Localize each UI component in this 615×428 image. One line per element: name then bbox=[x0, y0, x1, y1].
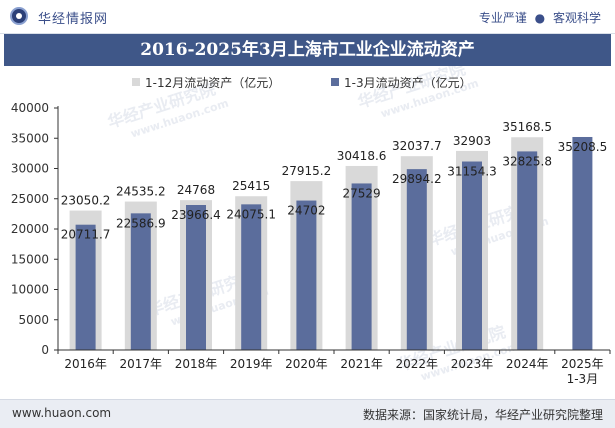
website-link[interactable]: www.huaon.com bbox=[12, 406, 112, 420]
x-tick-label-line: 2023年 bbox=[451, 357, 494, 371]
data-label-q1: 24075.1 bbox=[226, 207, 276, 221]
data-label-q1: 29894.2 bbox=[392, 172, 442, 186]
y-tick-label: 25000 bbox=[11, 192, 49, 206]
bar-q1 bbox=[517, 151, 538, 350]
bar-q1 bbox=[130, 213, 151, 350]
y-tick-label: 5000 bbox=[18, 313, 49, 327]
slogan-dot: ● bbox=[534, 11, 546, 25]
x-tick-label-line: 2019年 bbox=[230, 357, 273, 371]
bar-q1 bbox=[462, 161, 482, 350]
y-tick-label: 15000 bbox=[11, 252, 49, 266]
data-label-full-year: 23050.2 bbox=[61, 194, 111, 208]
legend-label-2: 1-3月流动资产（亿元） bbox=[344, 75, 472, 90]
x-tick-label: 2022年 bbox=[396, 357, 439, 371]
data-label-full-year: 27915.2 bbox=[282, 164, 332, 178]
bar-q1 bbox=[186, 205, 206, 350]
legend: 1-12月流动资产（亿元） 1-3月流动资产（亿元） bbox=[132, 75, 472, 90]
data-label-full-year: 24535.2 bbox=[116, 185, 166, 199]
x-tick-label-line: 2020年 bbox=[285, 357, 328, 371]
chart-title: 2016-2025年3月上海市工业企业流动资产 bbox=[4, 34, 611, 66]
data-label-q1: 20711.7 bbox=[61, 228, 111, 242]
x-tick-label: 2023年 bbox=[451, 357, 494, 371]
footer: www.huaon.com 数据来源：国家统计局，华经产业研究院整理 bbox=[0, 399, 615, 428]
bars: 23050.2 20711.7 24535.2 22586.9 24768 23966.4… bbox=[61, 120, 607, 350]
bar-q1 bbox=[572, 136, 593, 350]
x-tick-label: 2021年 bbox=[340, 357, 383, 371]
y-axis: 0 5000 10000 15000 20000 25000 30000 35000 40000 bbox=[11, 101, 59, 357]
data-label-q1: 27529 bbox=[343, 186, 381, 200]
y-tick-label: 30000 bbox=[11, 162, 49, 176]
y-tick-label: 40000 bbox=[11, 101, 49, 115]
bar-chart: 华经产业研究院www.huaon.com华经产业研究院www.huaon.com… bbox=[11, 66, 611, 386]
slogan-right: 客观科学 bbox=[552, 11, 601, 25]
legend-swatch-1 bbox=[132, 78, 140, 86]
x-tick-label-line: 2021年 bbox=[340, 357, 383, 371]
y-tick-label: 20000 bbox=[11, 222, 49, 236]
bar-q1 bbox=[406, 169, 427, 350]
x-tick-label-line: 2016年 bbox=[64, 357, 107, 371]
x-tick-label-line: 2018年 bbox=[175, 357, 218, 371]
data-label-q1: 35208.5 bbox=[558, 140, 608, 154]
x-axis: 2016年 2017年 2018年 2019年 2020年 2021年 2022年 2023年… bbox=[57, 349, 611, 386]
data-label-q1: 24702 bbox=[287, 204, 325, 218]
x-tick-label: 2019年 bbox=[230, 357, 273, 371]
x-tick-label: 2025年 1-3月 bbox=[561, 357, 604, 386]
x-tick-label: 2016年 bbox=[64, 357, 107, 371]
y-tick-label: 35000 bbox=[11, 131, 49, 145]
y-tick-label: 0 bbox=[41, 343, 49, 357]
legend-label-1: 1-12月流动资产（亿元） bbox=[145, 75, 280, 90]
bar-q1 bbox=[75, 224, 96, 350]
data-label-full-year: 25415 bbox=[232, 179, 270, 193]
x-tick-label-line: 2025年 bbox=[561, 357, 604, 371]
top-bar: 华经情报网 专业严谨 ● 客观科学 bbox=[0, 0, 615, 34]
data-label-full-year: 24768 bbox=[177, 183, 215, 197]
data-label-q1: 31154.3 bbox=[447, 165, 497, 179]
bar-q1 bbox=[296, 200, 317, 350]
x-tick-label-line: 2022年 bbox=[396, 357, 439, 371]
x-tick-label: 2017年 bbox=[120, 357, 163, 371]
bar-q1 bbox=[351, 183, 372, 350]
data-label-full-year: 32903 bbox=[453, 134, 491, 148]
data-label-q1: 32825.8 bbox=[502, 154, 552, 168]
x-tick-label-line: 1-3月 bbox=[567, 372, 599, 386]
data-label-q1: 23966.4 bbox=[171, 208, 221, 222]
data-label-q1: 22586.9 bbox=[116, 216, 166, 230]
bar-q1 bbox=[241, 204, 262, 350]
data-source: 数据来源：国家统计局，华经产业研究院整理 bbox=[362, 408, 603, 422]
x-tick-label: 2018年 bbox=[175, 357, 218, 371]
slogan: 专业严谨 ● 客观科学 bbox=[479, 9, 601, 26]
data-label-full-year: 32037.7 bbox=[392, 139, 442, 153]
data-label-full-year: 30418.6 bbox=[337, 149, 387, 163]
slogan-left: 专业严谨 bbox=[478, 11, 527, 25]
brand-name: 华经情报网 bbox=[38, 12, 109, 27]
huajing-logo-icon bbox=[10, 7, 28, 25]
x-tick-label-line: 2024年 bbox=[506, 357, 549, 371]
legend-swatch-2 bbox=[331, 78, 339, 86]
x-tick-label: 2020年 bbox=[285, 357, 328, 371]
x-tick-label: 2024年 bbox=[506, 357, 549, 371]
data-label-full-year: 35168.5 bbox=[502, 120, 552, 134]
x-tick-label-line: 2017年 bbox=[120, 357, 163, 371]
y-tick-label: 10000 bbox=[11, 283, 49, 297]
